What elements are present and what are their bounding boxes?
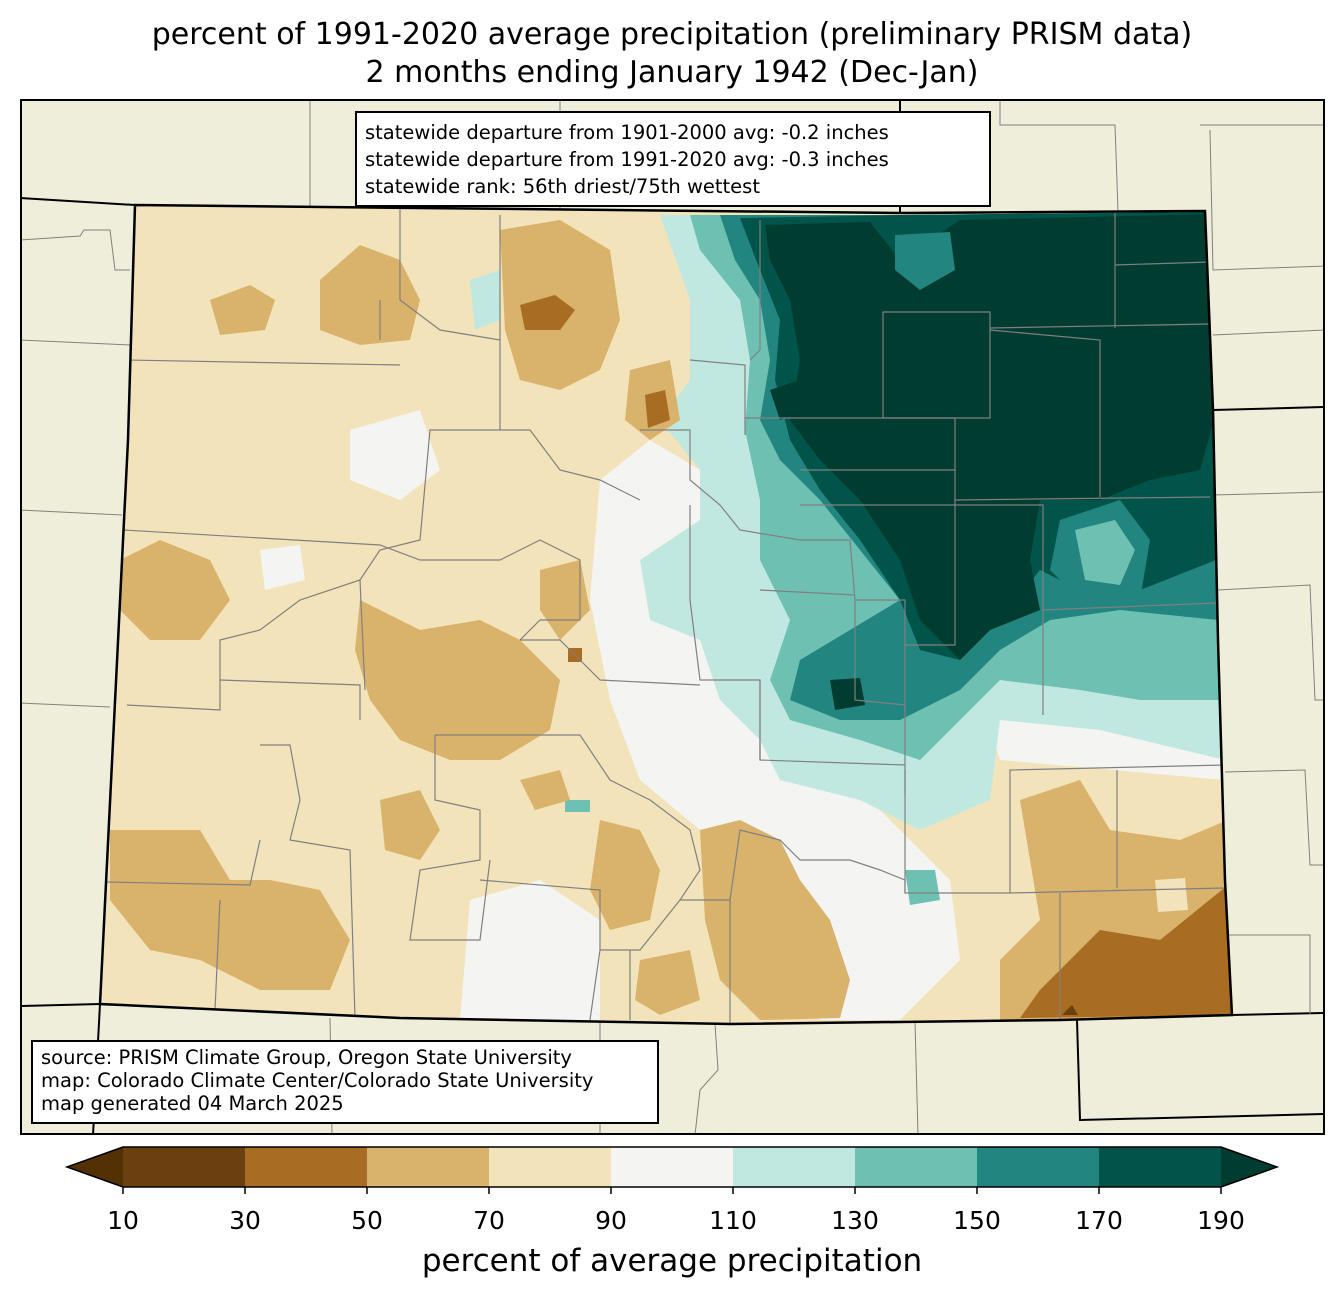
colorbar-under-arrow bbox=[67, 1147, 123, 1187]
colorbar-tick-label: 190 bbox=[1197, 1206, 1245, 1235]
colorbar-over-arrow bbox=[1221, 1147, 1277, 1187]
colorbar-tick-label: 150 bbox=[953, 1206, 1001, 1235]
source-line-prism: source: PRISM Climate Group, Oregon Stat… bbox=[41, 1046, 572, 1069]
colorado-border bbox=[98, 203, 1234, 1026]
colorbar-tick-label: 170 bbox=[1075, 1206, 1123, 1235]
colorbar-tick-label: 110 bbox=[709, 1206, 757, 1235]
colorbar-segment bbox=[855, 1147, 978, 1187]
map-title-line-2: 2 months ending January 1942 (Dec-Jan) bbox=[365, 55, 979, 90]
source-line-generated: map generated 04 March 2025 bbox=[41, 1092, 344, 1115]
colorbar-segment bbox=[245, 1147, 368, 1187]
colorbar-tick-label: 10 bbox=[107, 1206, 139, 1235]
colorbar-segment bbox=[489, 1147, 612, 1187]
colorbar-tick-label: 50 bbox=[351, 1206, 383, 1235]
colorbar-tick-label: 30 bbox=[229, 1206, 261, 1235]
county-lines bbox=[106, 205, 1226, 1024]
precipitation-map bbox=[22, 101, 1323, 1133]
colorbar bbox=[64, 1146, 1280, 1194]
colorbar-tick-label: 130 bbox=[831, 1206, 879, 1235]
stats-statewide-rank: statewide rank: 56th driest/75th wettest bbox=[365, 175, 760, 198]
stats-departure-1901-2000: statewide departure from 1901-2000 avg: … bbox=[365, 121, 889, 144]
stats-departure-1991-2020: statewide departure from 1991-2020 avg: … bbox=[365, 148, 889, 171]
precipitation-fill bbox=[100, 205, 1232, 1024]
colorbar-segment bbox=[733, 1147, 856, 1187]
source-credits-box: source: PRISM Climate Group, Oregon Stat… bbox=[31, 1040, 659, 1124]
map-frame bbox=[20, 99, 1325, 1135]
colorbar-tick-label: 70 bbox=[473, 1206, 505, 1235]
map-title-line-1: percent of 1991-2020 average precipitati… bbox=[151, 17, 1193, 52]
colorbar-tick-label: 90 bbox=[595, 1206, 627, 1235]
colorbar-segment bbox=[977, 1147, 1100, 1187]
colorbar-segment bbox=[367, 1147, 490, 1187]
source-line-map: map: Colorado Climate Center/Colorado St… bbox=[41, 1069, 594, 1092]
statewide-stats-box: statewide departure from 1901-2000 avg: … bbox=[355, 111, 991, 207]
colorbar-label: percent of average precipitation bbox=[421, 1243, 923, 1279]
colorbar-segment bbox=[1099, 1147, 1222, 1187]
colorbar-segment bbox=[611, 1147, 734, 1187]
colorbar-segment bbox=[123, 1147, 246, 1187]
